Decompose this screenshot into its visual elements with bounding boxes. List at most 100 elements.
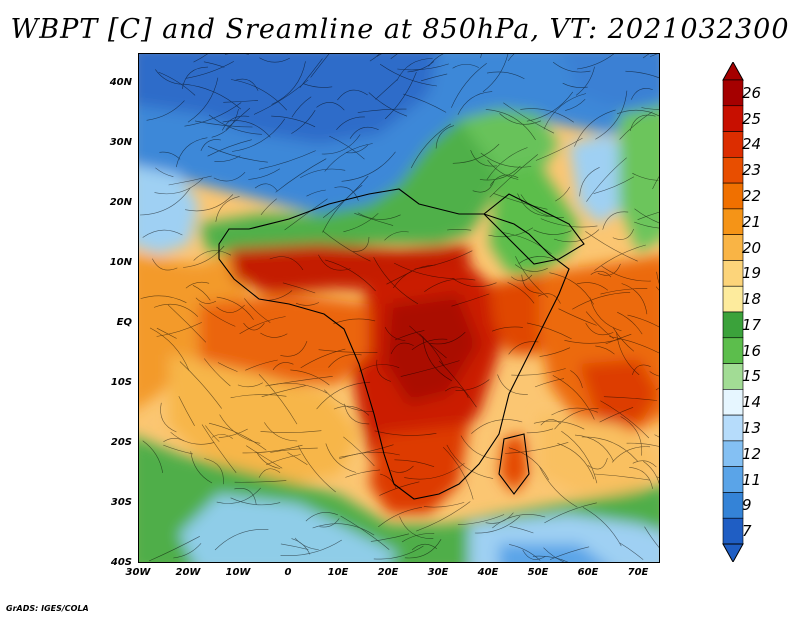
- streamline: [183, 245, 225, 268]
- streamline: [338, 451, 400, 460]
- lon-tick-label: 70E: [627, 567, 649, 578]
- streamline: [508, 447, 549, 480]
- streamline: [397, 63, 449, 71]
- streamline: [460, 435, 501, 460]
- streamline: [333, 318, 376, 325]
- streamline: [245, 359, 278, 371]
- streamline: [634, 208, 659, 224]
- streamline: [333, 405, 370, 416]
- streamline: [590, 270, 612, 278]
- streamline: [544, 502, 597, 524]
- streamline: [632, 460, 657, 468]
- streamline: [259, 57, 290, 63]
- streamline: [384, 71, 417, 120]
- streamline: [170, 431, 215, 445]
- streamline: [290, 369, 330, 386]
- lon-tick-label: 20E: [377, 567, 399, 578]
- streamline: [297, 445, 336, 493]
- streamline: [497, 374, 528, 395]
- lon-tick-label: 10E: [327, 567, 349, 578]
- streamline: [376, 359, 391, 382]
- streamline: [178, 396, 195, 426]
- streamline: [167, 304, 207, 343]
- streamline: [585, 311, 614, 340]
- colorbar-swatch: [722, 311, 744, 339]
- streamline: [401, 533, 435, 543]
- streamline: [294, 537, 319, 550]
- streamline: [605, 333, 632, 345]
- lat-tick-label: 10S: [110, 377, 132, 388]
- streamline: [359, 364, 400, 372]
- streamline: [156, 322, 202, 337]
- streamline: [264, 422, 298, 442]
- streamline: [625, 70, 659, 79]
- streamline: [186, 61, 234, 79]
- streamline: [340, 515, 390, 550]
- colorbar-swatch: [722, 389, 744, 416]
- streamline: [403, 93, 447, 113]
- streamline: [386, 271, 413, 285]
- streamline: [322, 175, 369, 218]
- streamline: [409, 325, 447, 359]
- streamline: [310, 54, 330, 78]
- streamline: [142, 440, 163, 473]
- streamline: [507, 54, 515, 62]
- streamline: [234, 480, 287, 483]
- streamline: [602, 211, 629, 230]
- streamline: [451, 293, 490, 307]
- streamline: [601, 265, 651, 282]
- streamline: [230, 497, 281, 506]
- streamline: [375, 79, 398, 100]
- streamline: [644, 526, 659, 548]
- lat-tick-label: 20S: [110, 437, 132, 448]
- lon-tick-label: 10W: [225, 567, 251, 578]
- colorbar-label: 9: [742, 496, 752, 515]
- streamline: [373, 257, 419, 305]
- streamline: [557, 443, 595, 480]
- streamline: [224, 54, 249, 55]
- streamline: [411, 543, 438, 551]
- streamline: [565, 98, 586, 111]
- streamline: [173, 543, 202, 559]
- streamline: [148, 536, 200, 562]
- streamline: [370, 533, 410, 542]
- streamline: [142, 229, 183, 238]
- streamline: [163, 438, 185, 443]
- colorbar-label: 12: [742, 444, 762, 463]
- streamline: [562, 82, 588, 88]
- streamline: [182, 83, 241, 110]
- streamline: [543, 93, 587, 130]
- streamline: [393, 262, 455, 279]
- streamline: [316, 102, 345, 111]
- streamline: [535, 137, 583, 161]
- streamline: [515, 256, 549, 298]
- streamline: [655, 286, 659, 291]
- lon-tick-label: 40E: [477, 567, 499, 578]
- streamline: [190, 451, 213, 484]
- streamline: [163, 444, 193, 455]
- streamline: [411, 338, 448, 351]
- streamline: [390, 465, 414, 473]
- streamline: [649, 371, 659, 377]
- streamline: [242, 444, 303, 454]
- streamline: [619, 111, 653, 140]
- streamline: [280, 340, 308, 357]
- streamline: [266, 454, 301, 465]
- streamline: [156, 327, 177, 339]
- streamline: [374, 430, 437, 436]
- streamline: [558, 308, 597, 326]
- streamline: [552, 61, 591, 73]
- streamline: [149, 327, 190, 371]
- streamline: [609, 336, 659, 354]
- streamline: [422, 336, 452, 382]
- colorbar-swatch: [722, 234, 744, 261]
- streamline: [260, 198, 277, 215]
- colorbar-swatch: [722, 105, 744, 132]
- colorbar-label: 20: [742, 238, 762, 257]
- streamline: [400, 360, 460, 377]
- streamline: [574, 109, 616, 147]
- streamline: [442, 446, 474, 500]
- streamline: [491, 326, 523, 332]
- colorbar-label: 16: [742, 341, 762, 360]
- colorbar-label: 17: [742, 315, 762, 334]
